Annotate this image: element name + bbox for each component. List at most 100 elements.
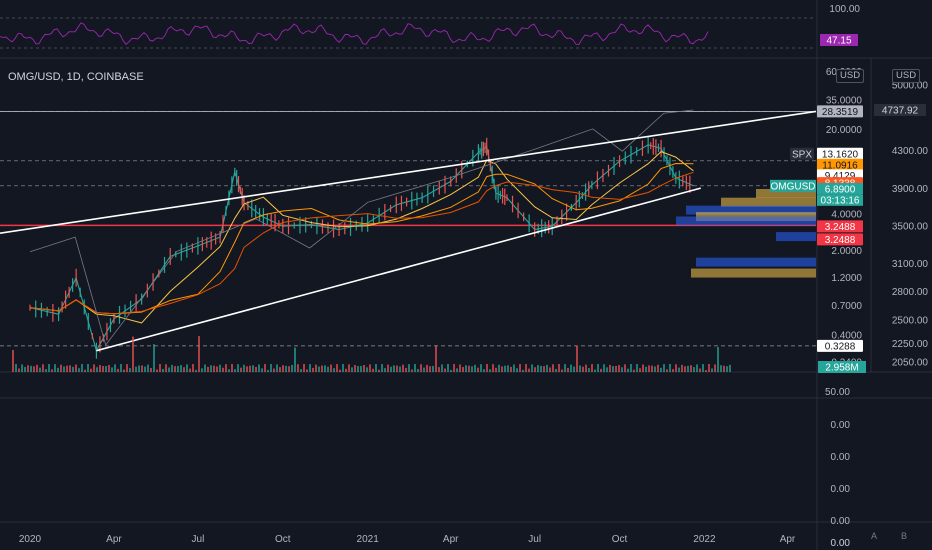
time-axis-label: Apr [443,534,459,545]
volume-bar [705,369,707,372]
spx-axis-label: 4300.00 [892,146,929,157]
volume-bar [138,365,140,372]
volume-profile-bar [676,216,816,226]
volume-bar [216,366,218,372]
volume-bar [561,369,563,372]
volume-bar [372,368,374,372]
volume-bar [321,365,323,372]
volume-bar [618,365,620,372]
volume-bar [684,366,686,372]
volume-bar [303,364,305,372]
volume-bar [573,366,575,372]
volume-bar [447,364,449,372]
scale-a-button[interactable]: A [870,531,877,541]
volume-bar [606,367,608,372]
volume-bar [309,364,311,372]
volume-bar [102,365,104,372]
volume-bar [381,364,383,372]
time-axis-label: Apr [106,534,122,545]
price-axis-label: 0.7000 [831,301,862,312]
volume-bar [177,365,179,372]
price-tag-label: 11.0916 [822,160,858,171]
volume-bar [135,366,137,372]
spx-axis-label: 2500.00 [892,315,929,326]
volume-bar [585,364,587,372]
volume-bar [468,365,470,372]
volume-bar [123,369,125,372]
moving-average-line [29,151,694,324]
volume-bar [486,364,488,372]
price-tag-label: 3.2488 [825,235,856,246]
volume-bar [168,367,170,372]
volume-bar [99,365,101,372]
volume-bar [432,365,434,372]
volume-bar [387,364,389,372]
volume-bar [642,364,644,372]
lower-axis-label: 0.00 [831,538,851,549]
volume-bar [639,368,641,372]
volume-bar [543,366,545,372]
volume-bar [354,365,356,372]
volume-bar [240,367,242,372]
rsi-last-label: 47.15 [826,36,851,47]
volume-bar [159,364,161,372]
volume-bar [519,364,521,372]
volume-bar [195,369,197,372]
volume-bar [174,366,176,372]
volume-bar [243,364,245,372]
volume-bar [612,366,614,372]
volume-bar [699,368,701,372]
symbol-legend[interactable]: OMG/USD, 1D, COINBASE [8,71,144,83]
volume-bar [600,368,602,372]
volume-bar [276,364,278,372]
price-axis-label: 0.4000 [831,331,862,342]
time-axis-label: 2020 [19,534,42,545]
price-axis-label: 35.0000 [826,95,863,106]
scale-b-button[interactable]: B [900,531,907,541]
volume-bar [537,365,539,372]
volume-bar [339,369,341,372]
volume-bar [228,369,230,372]
volume-bar [615,365,617,372]
lower-trendline [96,187,701,352]
lower-axis-label: 0.00 [831,516,851,527]
lower-axis-label: 0.00 [831,420,851,431]
volume-profile-bar [696,257,816,267]
price-axis-label: 20.0000 [826,125,863,136]
volume-bar [579,365,581,372]
volume-bar [435,345,437,372]
left-scale-unit[interactable]: USD [836,69,865,83]
volume-bar [318,366,320,372]
volume-bar [360,366,362,372]
price-axis-label: 4.0000 [831,209,862,220]
volume-bar [528,368,530,372]
volume-bar [273,368,275,372]
volume-bar [246,366,248,372]
volume-bar [375,364,377,372]
volume-bar [198,336,200,372]
volume-bar [501,366,503,372]
volume-bar [90,368,92,372]
volume-bar [393,365,395,372]
volume-bar [225,364,227,372]
countdown-box [817,194,863,206]
volume-bar [54,364,56,372]
volume-bar [186,364,188,372]
volume-bar [405,367,407,372]
time-axis-label: 2021 [357,534,380,545]
volume-bar [564,364,566,372]
time-axis-label: Jul [528,534,541,545]
volume-bar [39,367,41,372]
volume-bar [141,365,143,372]
volume-bar [498,364,500,372]
price-pane[interactable] [0,109,817,359]
time-axis-label: Jul [192,534,205,545]
volume-bar [708,364,710,372]
volume-bar [219,364,221,372]
volume-bar [633,369,635,372]
axes: 2020AprJulOct2021AprJulOct2022Apr60.0000… [19,4,929,549]
volume-bar [162,368,164,372]
right-scale-unit[interactable]: USD [892,69,921,83]
lower-axis-label: 0.00 [831,538,851,549]
